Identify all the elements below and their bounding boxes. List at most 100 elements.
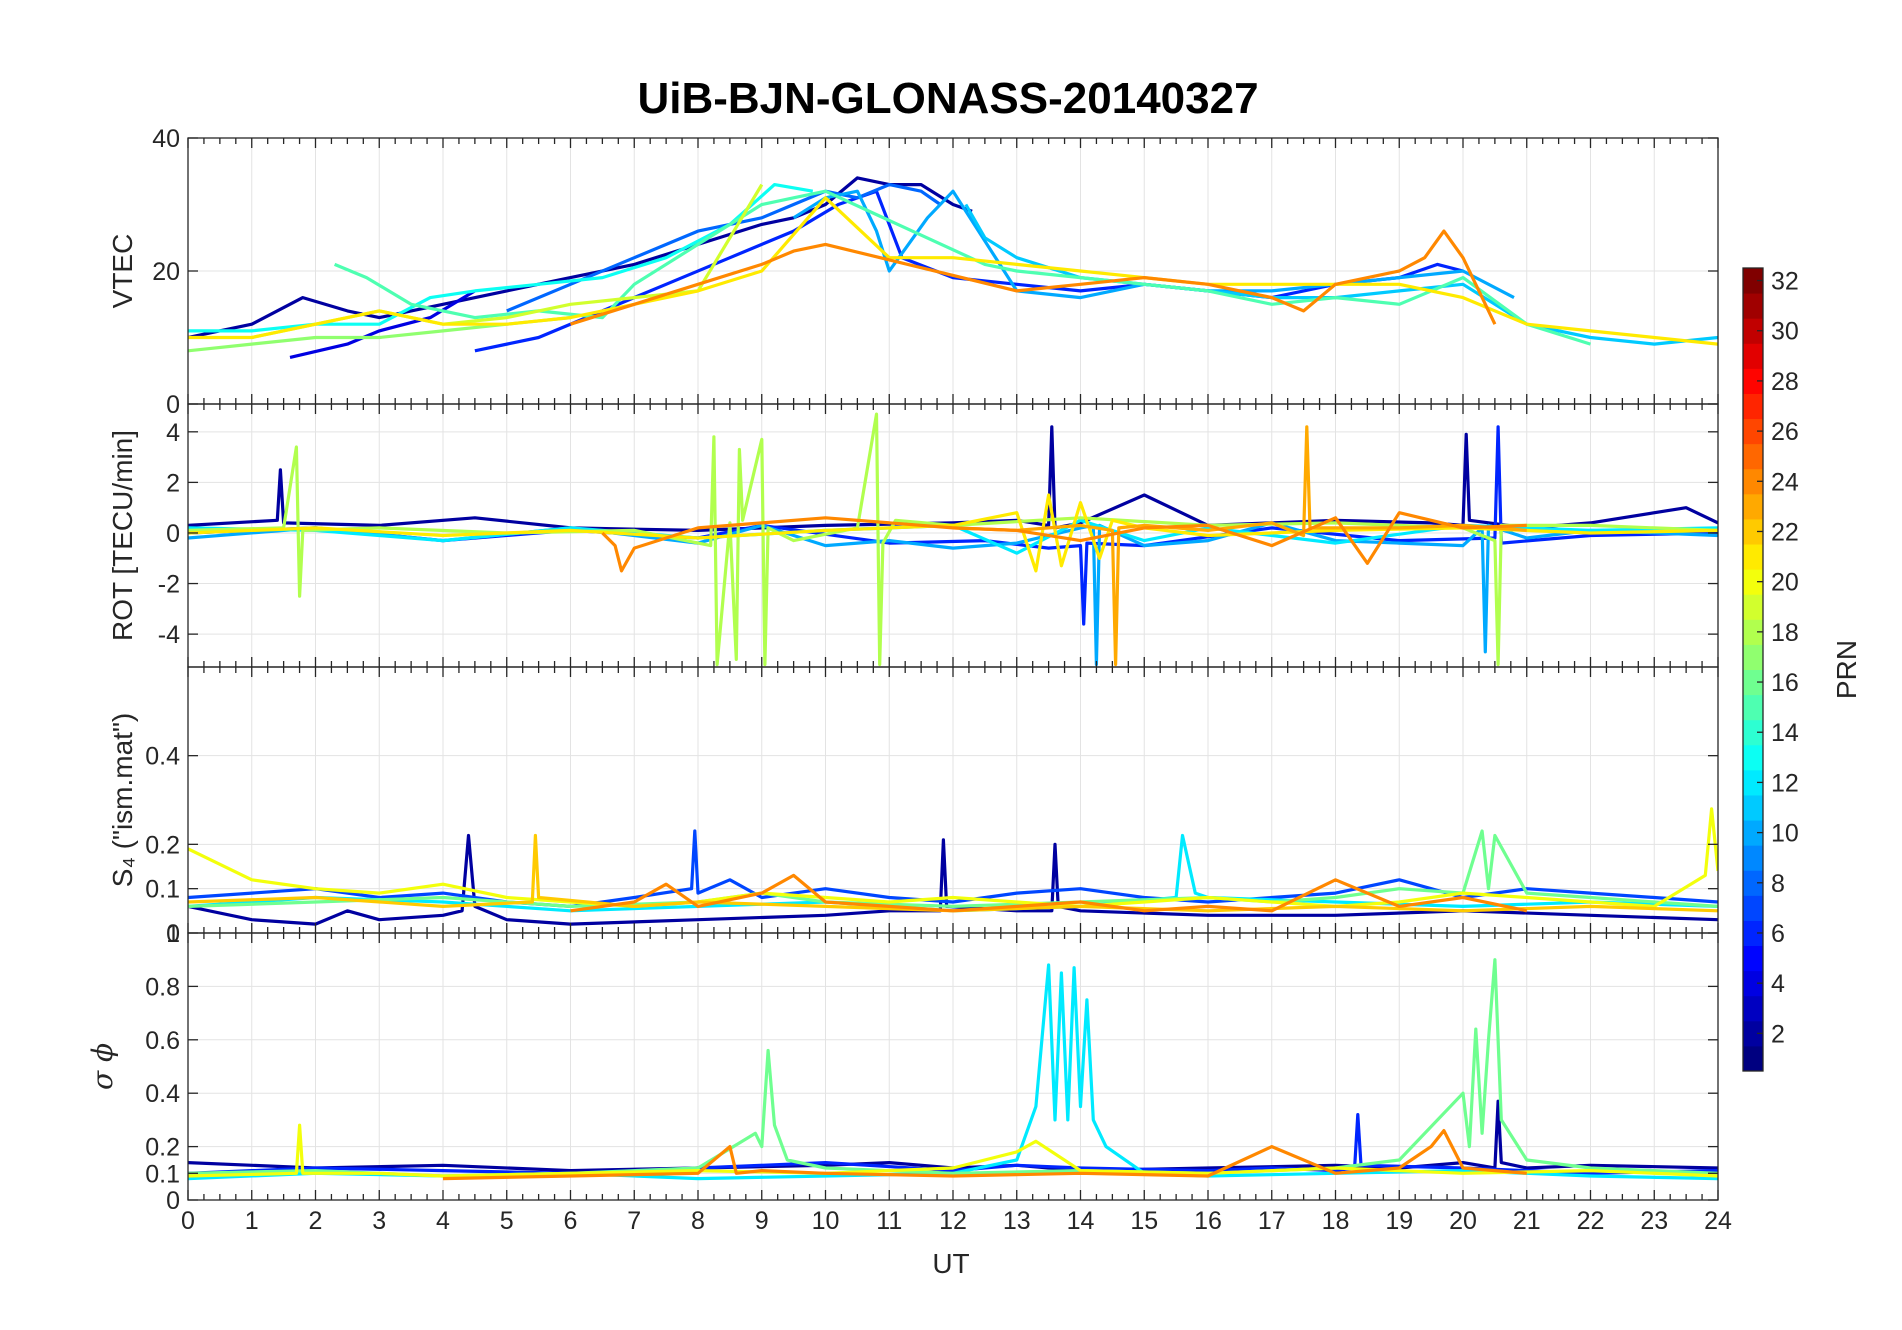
colorbar-swatch <box>1743 493 1763 520</box>
colorbar-tick-label: 6 <box>1771 920 1785 948</box>
panel-s4: 0 0.1 0.2 0.4 1 S₄ ("ism.mat") <box>107 666 1719 948</box>
colorbar-swatch <box>1743 318 1763 344</box>
x-tick-label: 10 <box>812 1207 840 1235</box>
colorbar-swatch <box>1743 468 1763 495</box>
colorbar-tick-label: 22 <box>1771 518 1799 546</box>
series-prn-23 <box>952 425 1527 667</box>
colorbar-tick-label: 10 <box>1771 820 1799 848</box>
panel-vtec: 0 20 40 VTEC <box>107 125 1719 419</box>
colorbar-swatch <box>1743 845 1763 871</box>
x-tick-label: 6 <box>564 1207 578 1235</box>
colorbar-swatch <box>1743 343 1763 369</box>
y-tick-label: 0.6 <box>145 1027 180 1055</box>
colorbar-swatch <box>1743 1020 1763 1047</box>
series-prn-20 <box>188 1123 1718 1178</box>
y-axis-label: VTEC <box>107 234 138 309</box>
panel-rot: -4 -2 0 2 4 ROT [TECU/min] <box>107 403 1719 668</box>
colorbar-swatch <box>1743 368 1763 394</box>
series-group <box>188 412 1718 667</box>
colorbar-swatch <box>1743 694 1763 721</box>
colorbar-swatch <box>1743 744 1763 771</box>
colorbar-swatch <box>1743 945 1763 972</box>
colorbar-tick-label: 32 <box>1771 268 1799 296</box>
series-prn-2 <box>188 425 1718 532</box>
colorbar-tick-label: 24 <box>1771 468 1799 496</box>
series-prn-24 <box>570 229 1497 326</box>
series-prn-11 <box>964 203 1718 346</box>
series-group <box>188 807 1718 926</box>
y-tick-label: 0.1 <box>145 876 180 904</box>
colorbar-swatch <box>1743 820 1763 846</box>
colorbar-swatch <box>1743 443 1763 470</box>
x-tick-label: 23 <box>1640 1207 1668 1235</box>
x-tick-label: 21 <box>1513 1207 1541 1235</box>
grid <box>187 933 1719 1201</box>
colorbar-tick-label: 26 <box>1771 418 1799 446</box>
x-tick-label: 9 <box>755 1207 769 1235</box>
colorbar-tick-label: 16 <box>1771 669 1799 697</box>
colorbar-swatch <box>1743 644 1763 670</box>
panel-sigma_phi: 00.10.2 0.4 0.6 0.8 σ ϕ <box>86 932 1719 1215</box>
x-tick-label: 5 <box>500 1207 514 1235</box>
y-tick-label: 20 <box>152 258 180 286</box>
colorbar-tick-label: 4 <box>1771 970 1785 998</box>
y-tick-label: 40 <box>152 125 180 153</box>
series-prn-2 <box>188 176 973 340</box>
colorbar-swatch <box>1743 518 1763 545</box>
series-prn-12 <box>188 518 1718 555</box>
x-tick-label: 13 <box>1003 1207 1031 1235</box>
series-prn-8 <box>506 183 942 313</box>
x-tick-label: 4 <box>436 1207 450 1235</box>
y-tick-label: 0.4 <box>145 743 180 771</box>
colorbar-swatch <box>1743 393 1763 420</box>
colorbar-swatch <box>1743 920 1763 947</box>
y-tick-label: -2 <box>158 571 180 599</box>
x-tick-label: 18 <box>1322 1207 1350 1235</box>
series-prn-4 <box>289 289 476 359</box>
colorbar-swatch <box>1743 895 1763 921</box>
x-tick-label: 19 <box>1385 1207 1413 1235</box>
y-tick-label: 1 <box>166 920 180 948</box>
y-tick-label: 0 <box>166 391 180 419</box>
x-tick-label: 3 <box>372 1207 386 1235</box>
x-axis: 0 1 2 3 4 5 6 7 8 9 10 11 12 13 14 15 16 17 18 19 20 21 22 23 24 <box>181 1207 1732 1235</box>
y-tick-label: 0.2 <box>145 831 180 859</box>
colorbar-swatch <box>1743 794 1763 821</box>
x-tick-label: 12 <box>939 1207 967 1235</box>
x-ticks <box>187 138 1719 404</box>
series-prn-2 <box>188 833 1718 926</box>
series-prn-22 <box>188 833 1718 913</box>
x-tick-label: 11 <box>876 1207 902 1235</box>
colorbar-swatch <box>1743 268 1763 294</box>
colorbar-tick-label: 14 <box>1771 719 1799 747</box>
colorbar-swatch <box>1743 293 1763 319</box>
colorbar-frame <box>1742 267 1764 1072</box>
y-tick-label: 0 <box>166 920 180 948</box>
y-tick-label: 0.4 <box>145 1080 180 1108</box>
y-tick-label: 4 <box>166 419 180 447</box>
y-axis-label: S₄ ("ism.mat") <box>107 713 138 887</box>
colorbar-swatch <box>1743 970 1763 997</box>
colorbar-swatch <box>1743 1045 1763 1072</box>
series-prn-18 <box>188 412 1718 667</box>
x-tick-label: 14 <box>1067 1207 1095 1235</box>
x-tick-label: 8 <box>691 1207 705 1235</box>
series-prn-7 <box>188 829 1718 908</box>
x-tick-label: 24 <box>1704 1207 1732 1235</box>
x-ticks <box>187 404 1719 667</box>
colorbar-label: PRN <box>1831 640 1862 699</box>
x-tick-label: 16 <box>1194 1207 1222 1235</box>
y-tick-label: 0.2 <box>145 1134 180 1162</box>
colorbar-swatch <box>1743 594 1763 620</box>
x-tick-label: 2 <box>309 1207 323 1235</box>
y-tick-label: 0 <box>166 1187 180 1215</box>
y-tick-label: 0 <box>166 520 180 548</box>
x-tick-label: 22 <box>1577 1207 1605 1235</box>
colorbar-swatch <box>1743 669 1763 696</box>
x-tick-label: 17 <box>1258 1207 1286 1235</box>
colorbar-swatch <box>1743 619 1763 645</box>
colorbar-tick-label: 8 <box>1771 870 1785 898</box>
series-prn-24 <box>570 873 1528 913</box>
colorbar-swatch <box>1743 995 1763 1022</box>
